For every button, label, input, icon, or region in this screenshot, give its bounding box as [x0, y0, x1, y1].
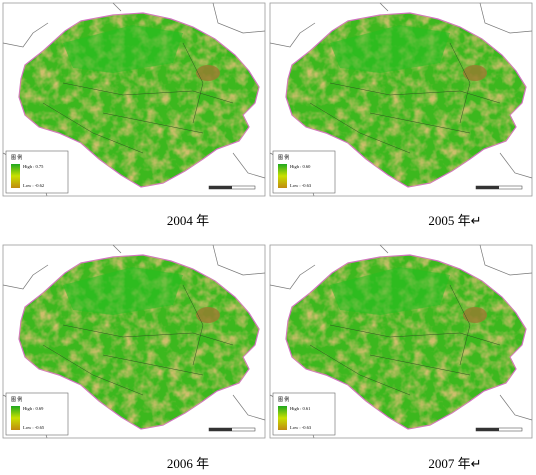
boundary-line [112, 2, 122, 12]
boundary-line [212, 244, 266, 276]
map-highland [63, 267, 183, 315]
legend-high: High : 0.61 [290, 406, 310, 411]
boundary-line [212, 2, 266, 34]
boundary-line [499, 152, 533, 179]
boundary-line [112, 244, 122, 254]
caption: 2007 年↵ [428, 456, 481, 471]
boundary-line [2, 22, 49, 48]
lake [463, 65, 487, 81]
legend-ramp [278, 406, 287, 430]
legend-ramp [278, 164, 287, 188]
legend-title: 图 例 [11, 154, 22, 161]
district-line [369, 354, 471, 376]
scale-bar-fill [476, 186, 499, 189]
boundary-line [269, 264, 316, 290]
caption: 2006 年 [167, 456, 209, 471]
boundary-line [479, 244, 533, 276]
district-line [182, 42, 204, 124]
scale-bar-fill [209, 186, 232, 189]
district-line [42, 344, 144, 396]
scale-bar-fill [209, 428, 232, 431]
map-highland [63, 25, 183, 73]
lake [196, 307, 220, 323]
legend-ramp [11, 406, 20, 430]
legend-title: 图 例 [278, 154, 289, 161]
scale-bar-fill [476, 428, 499, 431]
caption: 2004 年 [167, 213, 209, 228]
district-line [329, 324, 501, 346]
legend-low: Low : -0.63 [290, 425, 312, 430]
map-highland [330, 267, 450, 315]
legend-low: Low : -0.62 [23, 183, 44, 188]
district-line [42, 102, 144, 154]
boundary-line [2, 264, 49, 290]
legend-high: High : 0.69 [23, 406, 44, 411]
district-line [329, 82, 501, 104]
legend-title: 图 例 [278, 396, 289, 403]
boundary-line [379, 244, 389, 254]
district-line [309, 102, 411, 154]
district-line [449, 42, 471, 124]
lake [463, 307, 487, 323]
legend-low: Low : -0.65 [23, 425, 45, 430]
district-line [62, 324, 234, 346]
legend-high: High : 0.75 [23, 164, 44, 169]
boundary-line [379, 2, 389, 12]
boundary-line [269, 22, 316, 48]
boundary-line [232, 152, 266, 179]
district-line [182, 284, 204, 366]
legend-high: High : 0.60 [290, 164, 311, 169]
legend-ramp [11, 164, 20, 188]
boundary-line [232, 394, 266, 421]
district-line [102, 112, 204, 134]
district-line [62, 82, 234, 104]
boundary-line [479, 2, 533, 34]
caption: 2005 年↵ [428, 213, 481, 228]
district-line [449, 284, 471, 366]
district-line [102, 354, 204, 376]
boundary-line [499, 394, 533, 421]
district-line [309, 344, 411, 396]
district-line [369, 112, 471, 134]
lake [196, 65, 220, 81]
map-highland [330, 25, 450, 73]
legend-low: Low : -0.63 [290, 183, 312, 188]
legend-title: 图 例 [11, 396, 22, 403]
